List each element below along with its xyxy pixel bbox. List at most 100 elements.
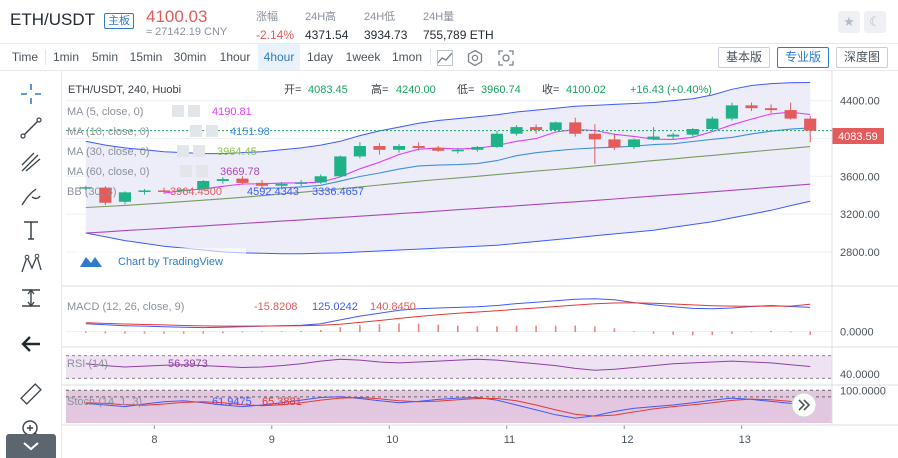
last-price: 4100.03 [146, 7, 208, 26]
candle-body [627, 139, 641, 147]
depth-chart-button[interactable]: 深度图 [836, 47, 888, 68]
macd-histogram-bar [261, 331, 263, 332]
stoch-label: Stoch (14, 1, 3) [67, 396, 142, 408]
indicators-chart-icon[interactable] [436, 49, 454, 67]
timeframe-5min[interactable]: 5min [91, 50, 118, 64]
timeframe-30min[interactable]: 30min [173, 50, 207, 64]
macd-histogram-bar [300, 331, 302, 332]
legend-high-value: 4240.00 [396, 84, 436, 96]
double-chevron-right-icon [798, 399, 811, 411]
toolbar-divider [45, 49, 46, 65]
text-tool-icon[interactable] [18, 217, 44, 243]
time-tick-label: 8 [151, 434, 157, 446]
macd-histogram-bar [691, 331, 694, 336]
pitchfork-icon[interactable] [18, 149, 44, 175]
series-line-ma-0 [164, 111, 811, 194]
legend-low-label: 低= [457, 83, 474, 96]
measure-tool-icon[interactable] [18, 285, 44, 311]
scroll-to-realtime-button[interactable] [791, 392, 817, 418]
macd-value-2: 125.0242 [312, 301, 358, 313]
candle-body [764, 108, 778, 111]
rsi-tick-label: 40.0000 [840, 369, 880, 381]
bb-lower-value: 3336.4657 [312, 186, 364, 198]
series-line-ma-2 [85, 146, 811, 209]
ma-legend-value: 3669.78 [220, 166, 260, 178]
ma-legend-label: MA (30, close, 0) [67, 146, 150, 158]
timeframe-4hour[interactable]: 4hour [258, 44, 300, 70]
candle-body [314, 176, 327, 183]
ma-legend-label: MA (10, close, 0) [67, 126, 150, 138]
macd-histogram-bar [241, 331, 244, 333]
bb-basis-value: 3964.4500 [170, 186, 222, 198]
macd-histogram-bar [711, 331, 714, 336]
scroll-down-button[interactable] [6, 434, 56, 458]
timeframe-1hour[interactable]: 1hour [219, 50, 251, 64]
stat-label: 24H量 [423, 11, 455, 23]
candle-body [255, 182, 269, 186]
time-tick-label: 12 [621, 434, 633, 446]
macd-histogram-bar [280, 331, 283, 332]
basic-view-button[interactable]: 基本版 [718, 47, 770, 68]
back-arrow-icon[interactable] [18, 331, 44, 357]
ma-legend: MA (5, close, 0) 4190.81 MA (10, close, 0)… [67, 105, 270, 178]
candle-body [471, 146, 484, 150]
macd-histogram-bar [809, 331, 812, 336]
candle-body [451, 149, 464, 152]
stoch-series-line [85, 396, 811, 419]
pattern-tool-icon[interactable] [18, 251, 44, 277]
macd-histogram-bar [770, 330, 772, 332]
ma-legend-value: 3964.45 [217, 146, 257, 158]
candle-body [158, 190, 171, 192]
candle-body [530, 127, 543, 130]
legend-title: ETH/USDT, 240, Huobi [68, 84, 181, 96]
candle-body [353, 146, 366, 157]
tradingview-logo-icon [80, 257, 102, 267]
timeframe-15min[interactable]: 15min [129, 50, 163, 64]
tradingview-watermark[interactable]: Chart by TradingView [76, 248, 246, 274]
pro-view-button[interactable]: 专业版 [777, 47, 829, 68]
candle-body [373, 146, 386, 150]
ma-remove-icon [193, 145, 205, 157]
macd-histogram-bar [789, 331, 792, 333]
candle-body [295, 182, 308, 184]
macd-legend: MACD (12, 26, close, 9) -15.8208 125.024… [67, 301, 416, 313]
macd-histogram-bar [476, 326, 479, 332]
candle-body [275, 183, 288, 186]
candle-body [490, 133, 504, 147]
price-tick-label: 3200.00 [840, 209, 880, 221]
candle-body [432, 147, 445, 151]
stat-label: 涨幅 [256, 11, 278, 23]
timeframe-1day[interactable]: 1day [306, 50, 334, 64]
macd-histogram-bar [104, 331, 107, 334]
legend-high-label: 高= [371, 82, 388, 96]
timeframe-1mon[interactable]: 1mon [391, 50, 423, 64]
macd-histogram-bar [672, 331, 674, 335]
candle-body [99, 187, 112, 203]
timeframe-1min[interactable]: 1min [52, 50, 79, 64]
crosshair-icon[interactable] [18, 81, 44, 107]
macd-histogram-bar [535, 325, 537, 332]
night-mode-moon-icon[interactable]: ☾ [864, 11, 886, 33]
trend-line-icon[interactable] [18, 115, 44, 141]
stat-label: 24H高 [305, 11, 337, 23]
timeframe-time[interactable]: Time [11, 50, 39, 64]
brush-icon[interactable] [18, 183, 44, 209]
candle-body [745, 105, 758, 109]
macd-histogram-bar [84, 331, 87, 333]
stat-24h-volume: 24H量 755,789 ETH [423, 8, 494, 42]
ruler-icon[interactable] [18, 381, 44, 407]
settings-gear-icon[interactable] [466, 49, 484, 67]
timeframe-1week[interactable]: 1week [345, 50, 381, 64]
candle-body [706, 118, 719, 129]
stoch-series-line [85, 396, 811, 417]
cny-price: ≈ 27142.19 CNY [146, 26, 228, 38]
screenshot-camera-icon[interactable] [497, 49, 515, 67]
ma-settings-gear-icon [177, 145, 189, 157]
price-tag-value: 4083.59 [838, 131, 878, 143]
macd-histogram-bar [359, 325, 361, 332]
ma-settings-gear-icon [172, 105, 184, 117]
macd-histogram-bar [437, 324, 440, 332]
favorite-star-icon[interactable]: ★ [838, 11, 860, 33]
price-tag-background [832, 128, 884, 144]
